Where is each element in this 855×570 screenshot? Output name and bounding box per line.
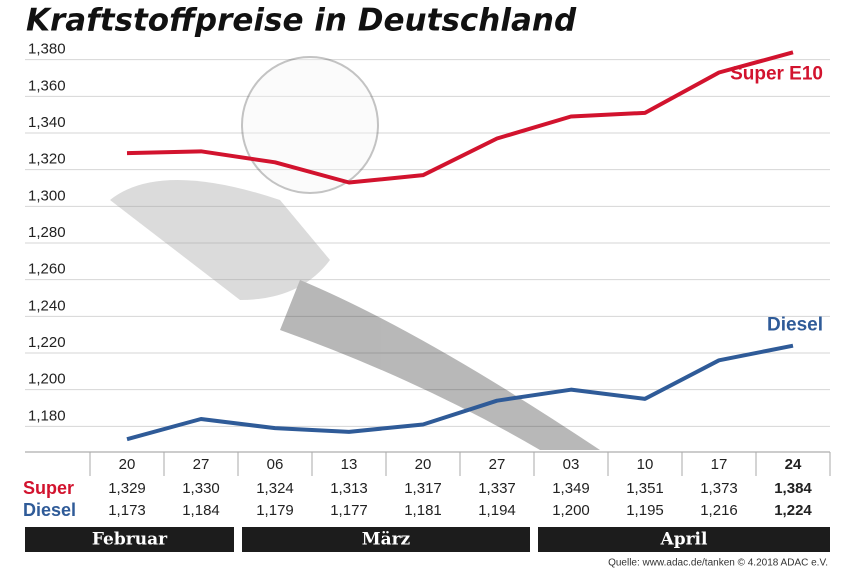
chart-title: Kraftstoffpreise in Deutschland: [26, 3, 577, 39]
value-label: 1,194: [478, 502, 516, 519]
value-label: 1,373: [700, 480, 738, 497]
row-label: Diesel: [23, 500, 76, 520]
value-label: 1,337: [478, 480, 516, 497]
value-label: 1,179: [256, 502, 294, 519]
row-label: Super: [23, 478, 74, 498]
source: Quelle: www.adac.de/tanken © 4.2018 ADAC…: [608, 558, 828, 569]
y-tick-label: 1,200: [28, 371, 66, 388]
value-label: 1,200: [552, 502, 590, 519]
month-bar: [242, 527, 530, 552]
x-tick-label: 10: [637, 456, 654, 473]
value-label: 1,177: [330, 502, 368, 519]
x-tick-label: 17: [711, 456, 728, 473]
x-tick-label: 20: [415, 456, 432, 473]
value-label: 1,324: [256, 480, 294, 497]
value-label: 1,195: [626, 502, 664, 519]
series-label: Super E10: [730, 63, 823, 84]
y-tick-label: 1,300: [28, 187, 66, 204]
x-tick-label: 06: [267, 456, 284, 473]
value-label: 1,329: [108, 480, 146, 497]
y-tick-label: 1,380: [28, 41, 66, 58]
value-label: 1,184: [182, 502, 220, 519]
month-label: April: [660, 530, 708, 550]
value-label: 1,330: [182, 480, 220, 497]
value-label: 1,173: [108, 502, 146, 519]
value-label: 1,384: [774, 480, 812, 497]
series-line: [126, 50, 794, 185]
y-tick-label: 1,340: [28, 114, 66, 131]
value-label: 1,216: [700, 502, 738, 519]
y-tick-label: 1,320: [28, 151, 66, 168]
y-tick-label: 1,260: [28, 261, 66, 278]
value-label: 1,313: [330, 480, 368, 497]
x-tick-label: 24: [785, 456, 802, 473]
series-line: [126, 343, 794, 442]
x-tick-label: 27: [193, 456, 210, 473]
value-label: 1,317: [404, 480, 442, 497]
series-label: Diesel: [767, 315, 823, 336]
y-tick-label: 1,180: [28, 407, 66, 424]
month-bar: [538, 527, 830, 552]
value-label: 1,351: [626, 480, 664, 497]
y-tick-label: 1,220: [28, 334, 66, 351]
x-tick-label: 27: [489, 456, 506, 473]
y-tick-label: 1,240: [28, 297, 66, 314]
value-label: 1,181: [404, 502, 442, 519]
x-tick-label: 13: [341, 456, 358, 473]
month-bar: [25, 527, 234, 552]
value-label: 1,349: [552, 480, 590, 497]
y-tick-label: 1,280: [28, 224, 66, 241]
y-tick-label: 1,360: [28, 77, 66, 94]
illustration: [110, 56, 600, 450]
month-label: Februar: [92, 530, 168, 550]
value-label: 1,224: [774, 502, 812, 519]
x-tick-label: 03: [563, 456, 580, 473]
x-tick-label: 20: [119, 456, 136, 473]
month-label: März: [362, 530, 411, 550]
